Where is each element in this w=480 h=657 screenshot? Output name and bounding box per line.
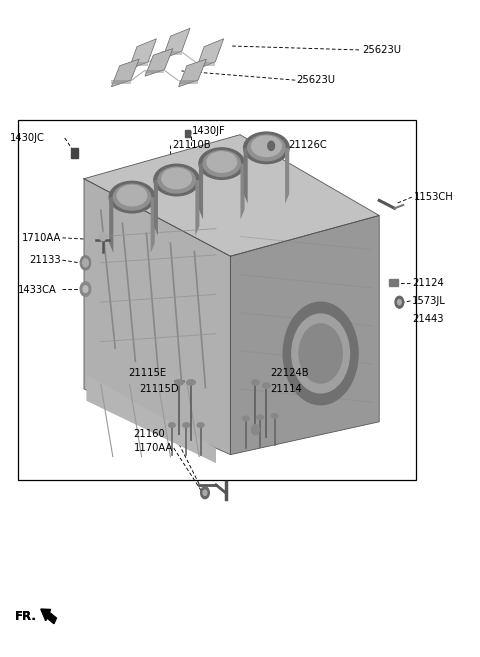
Bar bbox=[389, 279, 398, 286]
Text: 1153CH: 1153CH bbox=[414, 192, 454, 202]
Circle shape bbox=[203, 490, 207, 495]
Polygon shape bbox=[151, 197, 155, 253]
Text: FR.: FR. bbox=[15, 610, 37, 623]
Text: 21126C: 21126C bbox=[288, 139, 327, 150]
Text: 21115D: 21115D bbox=[139, 384, 179, 394]
Text: 21114: 21114 bbox=[270, 384, 301, 394]
Ellipse shape bbox=[113, 184, 151, 210]
Polygon shape bbox=[111, 59, 139, 87]
Circle shape bbox=[397, 300, 401, 305]
Text: 25623U: 25623U bbox=[362, 45, 402, 55]
Text: 1433CA: 1433CA bbox=[18, 285, 57, 296]
Polygon shape bbox=[199, 164, 203, 219]
Text: 21124: 21124 bbox=[412, 277, 444, 288]
Polygon shape bbox=[285, 148, 289, 204]
Ellipse shape bbox=[263, 383, 270, 388]
Polygon shape bbox=[244, 148, 248, 204]
Text: 21115E: 21115E bbox=[129, 368, 167, 378]
Circle shape bbox=[80, 256, 91, 270]
Polygon shape bbox=[84, 179, 230, 455]
Ellipse shape bbox=[187, 380, 195, 385]
Polygon shape bbox=[148, 51, 162, 63]
Polygon shape bbox=[240, 164, 245, 219]
Polygon shape bbox=[145, 49, 173, 76]
Polygon shape bbox=[84, 135, 379, 256]
Ellipse shape bbox=[248, 135, 285, 161]
Text: 1573JL: 1573JL bbox=[412, 296, 445, 306]
Text: 21110B: 21110B bbox=[172, 139, 210, 150]
Text: 1710AA: 1710AA bbox=[22, 233, 61, 243]
Polygon shape bbox=[165, 70, 179, 81]
Ellipse shape bbox=[203, 150, 240, 177]
Text: 21160: 21160 bbox=[133, 428, 165, 439]
Text: 1170AA: 1170AA bbox=[133, 443, 173, 453]
Text: 1430JF: 1430JF bbox=[192, 126, 226, 137]
Ellipse shape bbox=[109, 181, 155, 213]
Polygon shape bbox=[131, 70, 145, 81]
Polygon shape bbox=[179, 80, 198, 84]
Polygon shape bbox=[195, 180, 200, 236]
Bar bbox=[18, 120, 416, 480]
FancyArrow shape bbox=[41, 609, 57, 623]
Polygon shape bbox=[129, 39, 156, 70]
Ellipse shape bbox=[175, 380, 183, 385]
Circle shape bbox=[99, 232, 106, 241]
Text: 21133: 21133 bbox=[29, 255, 60, 265]
Circle shape bbox=[395, 296, 404, 308]
Ellipse shape bbox=[252, 380, 259, 385]
Ellipse shape bbox=[117, 185, 147, 206]
Polygon shape bbox=[196, 62, 216, 66]
Ellipse shape bbox=[154, 164, 200, 196]
Polygon shape bbox=[86, 374, 216, 463]
Ellipse shape bbox=[168, 423, 175, 428]
Ellipse shape bbox=[197, 423, 204, 428]
Ellipse shape bbox=[299, 324, 342, 383]
Ellipse shape bbox=[257, 415, 264, 420]
Polygon shape bbox=[179, 59, 206, 87]
Polygon shape bbox=[196, 39, 224, 70]
Ellipse shape bbox=[252, 136, 281, 156]
Polygon shape bbox=[162, 51, 182, 55]
Ellipse shape bbox=[292, 314, 349, 393]
Text: 22124B: 22124B bbox=[270, 368, 308, 378]
Polygon shape bbox=[145, 70, 165, 74]
Circle shape bbox=[83, 259, 88, 267]
Polygon shape bbox=[154, 180, 158, 236]
Bar bbox=[71, 148, 78, 158]
Bar bbox=[185, 130, 190, 137]
Ellipse shape bbox=[244, 132, 289, 164]
Text: 21443: 21443 bbox=[412, 314, 444, 325]
Circle shape bbox=[252, 424, 259, 435]
Polygon shape bbox=[111, 80, 131, 84]
Ellipse shape bbox=[183, 423, 190, 428]
Polygon shape bbox=[162, 28, 190, 59]
Polygon shape bbox=[182, 51, 196, 63]
Ellipse shape bbox=[271, 414, 278, 419]
Circle shape bbox=[83, 286, 88, 292]
Text: FR.: FR. bbox=[15, 610, 37, 623]
Polygon shape bbox=[129, 62, 148, 66]
Text: 1430JC: 1430JC bbox=[10, 133, 45, 143]
Ellipse shape bbox=[242, 417, 249, 421]
Text: 25623U: 25623U bbox=[297, 75, 336, 85]
Polygon shape bbox=[230, 215, 379, 455]
Ellipse shape bbox=[207, 152, 237, 172]
Ellipse shape bbox=[162, 168, 192, 189]
Polygon shape bbox=[109, 197, 113, 253]
Circle shape bbox=[268, 141, 275, 150]
Ellipse shape bbox=[283, 302, 358, 405]
Circle shape bbox=[201, 487, 209, 499]
Circle shape bbox=[80, 282, 91, 296]
Ellipse shape bbox=[158, 167, 195, 193]
Ellipse shape bbox=[199, 148, 245, 179]
